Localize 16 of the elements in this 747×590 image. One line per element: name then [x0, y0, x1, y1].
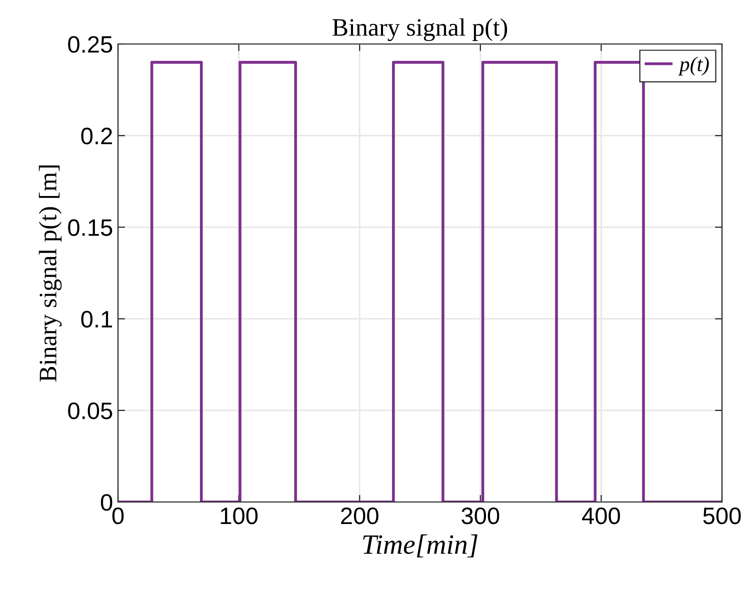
x-tick-label: 400 [582, 507, 620, 524]
chart-title: Binary signal p(t) [332, 18, 508, 42]
x-tick-label: 0 [112, 507, 124, 524]
x-tick-label: 200 [341, 507, 378, 524]
y-tick-label: 0.15 [68, 219, 112, 236]
y-tick-label: 0.25 [68, 36, 112, 53]
legend-label: p(t) [678, 56, 709, 76]
y-tick-label: 0.05 [68, 402, 112, 420]
y-tick-label: 0.1 [81, 310, 112, 328]
x-tick-label: 300 [462, 507, 500, 524]
x-tick-label: 100 [220, 507, 258, 524]
y-tick-label: 0.2 [81, 128, 112, 144]
x-axis-title: Time[min] [363, 534, 478, 558]
y-tick-label: 0 [100, 494, 112, 511]
y-axis-title: Binary signal p(t) [m] [38, 166, 62, 382]
x-tick-label: 500 [703, 507, 741, 524]
